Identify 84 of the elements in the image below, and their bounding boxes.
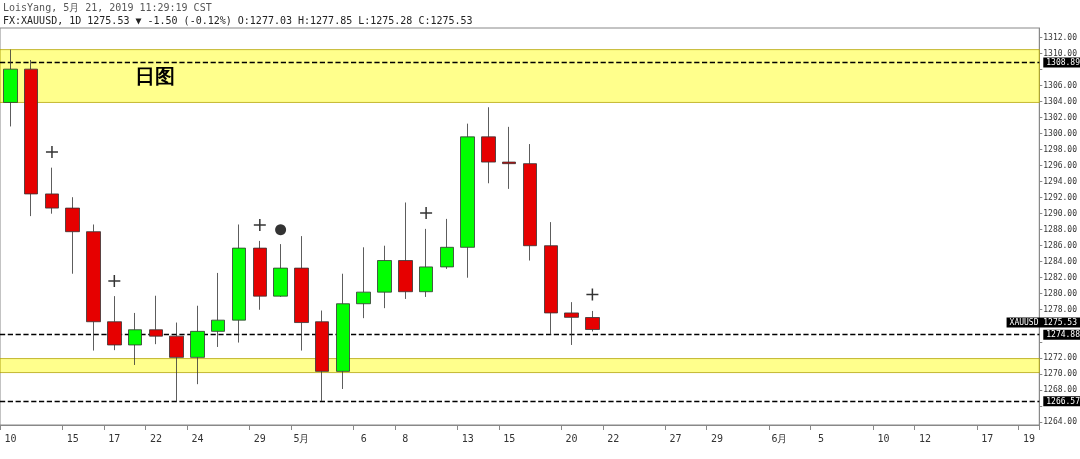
ref-line-label: 1266.57 — [1046, 396, 1080, 406]
y-tick-label: 1310.00 — [1043, 49, 1078, 59]
y-tick-label: 1306.00 — [1043, 81, 1078, 91]
candlestick — [315, 310, 329, 402]
x-tick-label: 15 — [503, 432, 516, 444]
y-tick-label: 1272.00 — [1043, 353, 1078, 363]
candlestick — [3, 49, 18, 127]
y-tick-label: 1278.00 — [1043, 305, 1078, 315]
point — [419, 206, 433, 220]
candlestick — [45, 167, 59, 215]
candlestick — [65, 196, 80, 275]
candlestick — [294, 235, 309, 351]
point — [253, 218, 267, 232]
x-tick-label: 17 — [108, 432, 121, 444]
x-tick-label: 27 — [669, 432, 682, 444]
x-tick-label: 10 — [877, 432, 890, 444]
y-tick-label: 1300.00 — [1043, 129, 1078, 139]
candlestick — [149, 295, 163, 345]
y-tick-label: 1290.00 — [1043, 209, 1078, 219]
x-tick-label: 22 — [149, 432, 162, 444]
candlestick — [564, 301, 579, 346]
y-tick-label: 1282.00 — [1043, 273, 1078, 283]
ref-line-label: 1274.88 — [1046, 330, 1080, 340]
x-tick-label: 20 — [565, 432, 578, 444]
x-tick-label: 13 — [461, 432, 474, 444]
y-tick-label: 1304.00 — [1043, 97, 1078, 107]
candlestick — [544, 221, 558, 336]
candlestick — [273, 243, 288, 298]
candlestick — [356, 246, 371, 319]
y-tick-label: 1270.00 — [1043, 369, 1078, 379]
x-tick-label: 24 — [191, 432, 204, 444]
point — [45, 145, 59, 159]
x-tick-label: 8 — [402, 432, 409, 444]
candlestick — [211, 272, 225, 348]
point — [275, 224, 287, 236]
x-tick-label: 22 — [607, 432, 620, 444]
candlestick — [460, 123, 475, 279]
y-tick-label: 1280.00 — [1043, 289, 1078, 299]
x-tick-label: 5月 — [293, 432, 310, 444]
y-tick-label: 1294.00 — [1043, 177, 1078, 187]
candlestick — [128, 312, 142, 366]
candlestick — [232, 224, 246, 343]
annotation: XAUUSD 1275.53 — [1009, 318, 1078, 328]
x-tick-label: 12 — [918, 432, 931, 444]
candlestick — [253, 240, 267, 311]
candlestick — [377, 245, 392, 309]
candlestick — [419, 228, 433, 298]
candlestick — [523, 143, 537, 261]
x-tick-label: 29 — [253, 432, 266, 444]
y-tick-label: 1286.00 — [1043, 241, 1078, 251]
text: FX:XAUUSD, 1D 1275.53 ▼ -1.50 (-0.12%) O:1277.03 H:1277.85 L:1275.28 C:1275.53 — [3, 14, 473, 26]
band-label: 日图 — [134, 64, 175, 89]
point — [585, 287, 600, 302]
text: LoisYang, 5月 21, 2019 11:29:19 CST — [3, 1, 212, 13]
candlestick — [24, 59, 38, 217]
y-tick-label: 1264.00 — [1043, 417, 1078, 427]
x-tick-label: 10 — [4, 432, 17, 444]
x-tick-label: 19 — [1022, 432, 1035, 444]
x-tick-label: 6 — [360, 432, 367, 444]
y-tick-label: 1296.00 — [1043, 161, 1078, 171]
candlestick — [398, 202, 413, 300]
y-tick-label: 1268.00 — [1043, 385, 1078, 395]
ref-line-label: 1308.89 — [1046, 58, 1080, 67]
x-tick-label: 6月 — [771, 432, 788, 444]
candlestick — [440, 218, 454, 270]
candlestick — [481, 106, 496, 184]
x-tick-label: 15 — [66, 432, 79, 444]
candlestick — [169, 322, 184, 402]
candlestick — [502, 126, 516, 190]
x-tick-label: 17 — [981, 432, 994, 444]
candlestick — [86, 224, 101, 351]
y-tick-label: 1288.00 — [1043, 225, 1078, 235]
y-tick-label: 1298.00 — [1043, 145, 1078, 155]
candlestick — [585, 310, 600, 332]
point — [107, 274, 122, 288]
x-tick-label: 29 — [711, 432, 724, 444]
y-tick-label: 1312.00 — [1043, 33, 1078, 43]
candlestick — [336, 273, 350, 390]
candlestick — [190, 305, 205, 385]
x-tick-label: 5 — [818, 432, 825, 444]
candlestick — [107, 295, 122, 351]
y-tick-label: 1284.00 — [1043, 257, 1078, 267]
y-tick-label: 1292.00 — [1043, 193, 1078, 203]
y-tick-label: 1302.00 — [1043, 113, 1078, 123]
